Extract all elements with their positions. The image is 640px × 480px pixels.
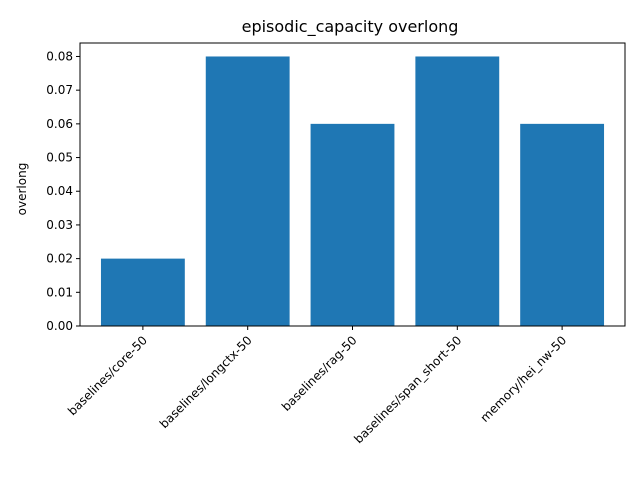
x-tick-label: baselines/span_short-50 [351,333,464,446]
y-tick-label: 0.00 [46,319,73,333]
y-tick-label: 0.06 [46,117,73,131]
y-tick-label: 0.01 [46,285,73,299]
y-axis: 0.00 0.01 0.02 0.03 0.04 0.05 0.06 0.07 0.08 [46,49,80,333]
bars-group [100,56,605,326]
x-tick-label: memory/hei_nw-50 [478,333,570,425]
x-axis: baselines/core-50 baselines/longctx-50 bas… [65,326,569,446]
y-tick-label: 0.04 [46,184,73,198]
y-axis-label: overlong [15,163,29,216]
plot-frame [79,42,626,327]
y-tick-label: 0.05 [46,151,73,165]
y-tick-label: 0.08 [46,49,73,63]
x-tick-label: baselines/core-50 [65,333,150,418]
bar [100,258,185,326]
x-tick-label: baselines/rag-50 [279,333,360,414]
y-tick-label: 0.02 [46,252,73,266]
bar [520,123,605,326]
x-tick-label: baselines/longctx-50 [157,333,255,431]
y-tick-label: 0.03 [46,218,73,232]
chart-title: episodic_capacity overlong [242,17,459,37]
y-tick-label: 0.07 [46,83,73,97]
bar [205,56,290,326]
bar [415,56,500,326]
bar [310,123,395,326]
